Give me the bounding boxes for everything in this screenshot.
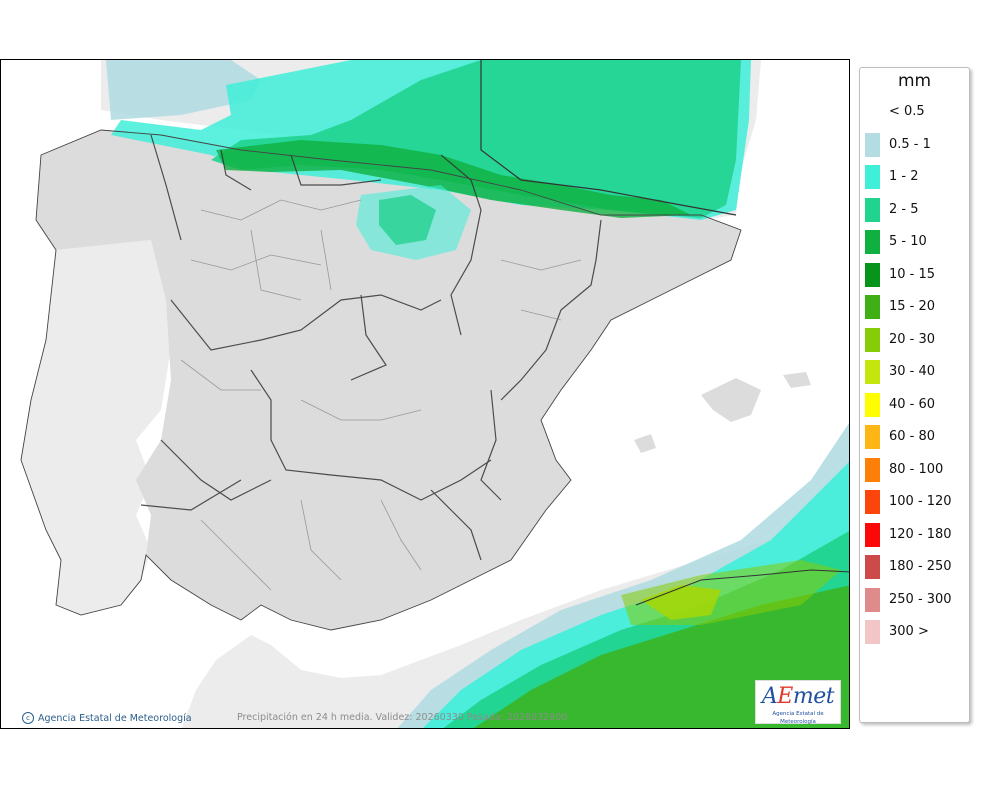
copyright-text: Agencia Estatal de Meteorología <box>38 712 192 724</box>
legend-item: 20 - 30 <box>860 322 969 355</box>
legend-item: 0.5 - 1 <box>860 127 969 160</box>
mallorca <box>701 378 761 422</box>
legend-label: 60 - 80 <box>889 429 936 444</box>
legend-label: 100 - 120 <box>889 494 952 509</box>
legend-item: 15 - 20 <box>860 289 969 322</box>
legend-item: < 0.5 <box>860 94 969 127</box>
legend-item: 180 - 250 <box>860 549 969 582</box>
legend-label: 80 - 100 <box>889 461 944 477</box>
region-borders <box>140 134 602 561</box>
portugal-land <box>21 240 176 615</box>
map-caption: Precipitación en 24 h media. Validez: 20… <box>237 712 568 723</box>
legend-swatch <box>865 490 880 514</box>
legend-swatch <box>865 295 880 319</box>
legend-swatch <box>865 262 880 287</box>
precipitation-map <box>0 59 850 729</box>
logo-wordmark: AEmet <box>761 684 835 709</box>
legend-item: 300 > <box>860 614 969 647</box>
copyright-icon: c <box>22 712 34 724</box>
legend-item: 120 - 180 <box>860 517 969 550</box>
legend-item: 40 - 60 <box>860 387 969 420</box>
copyright-notice: c Agencia Estatal de Meteorología <box>22 712 192 724</box>
legend-item: 100 - 120 <box>860 484 969 517</box>
legend-label: 300 > <box>889 624 929 639</box>
legend-label: 5 - 10 <box>889 234 927 249</box>
legend-label: < 0.5 <box>889 104 925 119</box>
legend-item: 30 - 40 <box>860 354 969 387</box>
precip-band-north-green <box>211 60 741 218</box>
ibiza <box>634 434 656 453</box>
legend-swatch <box>865 230 880 254</box>
precip-band-navarra-cyan <box>356 185 471 260</box>
legend-swatch <box>865 132 880 157</box>
legend-label: 15 - 20 <box>889 299 936 314</box>
legend-swatch <box>865 360 880 384</box>
precip-band-south-lime <box>621 560 841 625</box>
legend-unit: mm <box>897 71 932 91</box>
legend-swatch <box>865 197 880 222</box>
precip-band-north-darkgreen <box>216 140 691 218</box>
legend-label: 20 - 30 <box>889 331 936 347</box>
legend-label: 1 - 2 <box>889 169 919 184</box>
legend-item: 1 - 2 <box>860 159 969 192</box>
legend-swatch <box>865 522 880 547</box>
logo-subtitle: Agencia Estatal de Meteorología <box>772 711 824 725</box>
province-borders <box>180 199 582 591</box>
legend-swatch <box>865 555 880 579</box>
aemet-logo: AEmet Agencia Estatal de Meteorología <box>755 680 841 725</box>
legend-swatch <box>865 392 880 417</box>
legend-label: 120 - 180 <box>889 526 952 542</box>
legend: mm < 0.5 0.5 - 1 1 - 2 2 - 5 5 - 10 10 - 15 15… <box>859 67 970 723</box>
legend-label: 180 - 250 <box>889 559 952 574</box>
legend-label: 2 - 5 <box>889 201 919 217</box>
legend-swatch <box>865 457 880 482</box>
legend-item: 60 - 80 <box>860 419 969 452</box>
legend-swatch <box>865 165 880 189</box>
legend-item: 5 - 10 <box>860 224 969 257</box>
legend-swatch <box>865 327 880 352</box>
precip-band-north-lightblue <box>106 60 261 120</box>
map-svg <box>20 60 849 728</box>
legend-label: 40 - 60 <box>889 396 936 412</box>
legend-item: 10 - 15 <box>860 257 969 290</box>
legend-item: 250 - 300 <box>860 582 969 615</box>
spain-land <box>36 130 741 630</box>
morocco-border <box>635 569 849 606</box>
menorca <box>783 372 811 388</box>
legend-swatch <box>865 620 880 644</box>
legend-label: 30 - 40 <box>889 364 936 379</box>
legend-label: 0.5 - 1 <box>889 136 931 152</box>
legend-label: 10 - 15 <box>889 266 936 282</box>
legend-label: 250 - 300 <box>889 591 952 607</box>
coastline <box>20 129 742 631</box>
legend-item: 80 - 100 <box>860 452 969 485</box>
legend-swatch <box>865 587 880 612</box>
legend-swatch <box>865 425 880 449</box>
france-border <box>480 60 737 216</box>
legend-item: 2 - 5 <box>860 192 969 225</box>
